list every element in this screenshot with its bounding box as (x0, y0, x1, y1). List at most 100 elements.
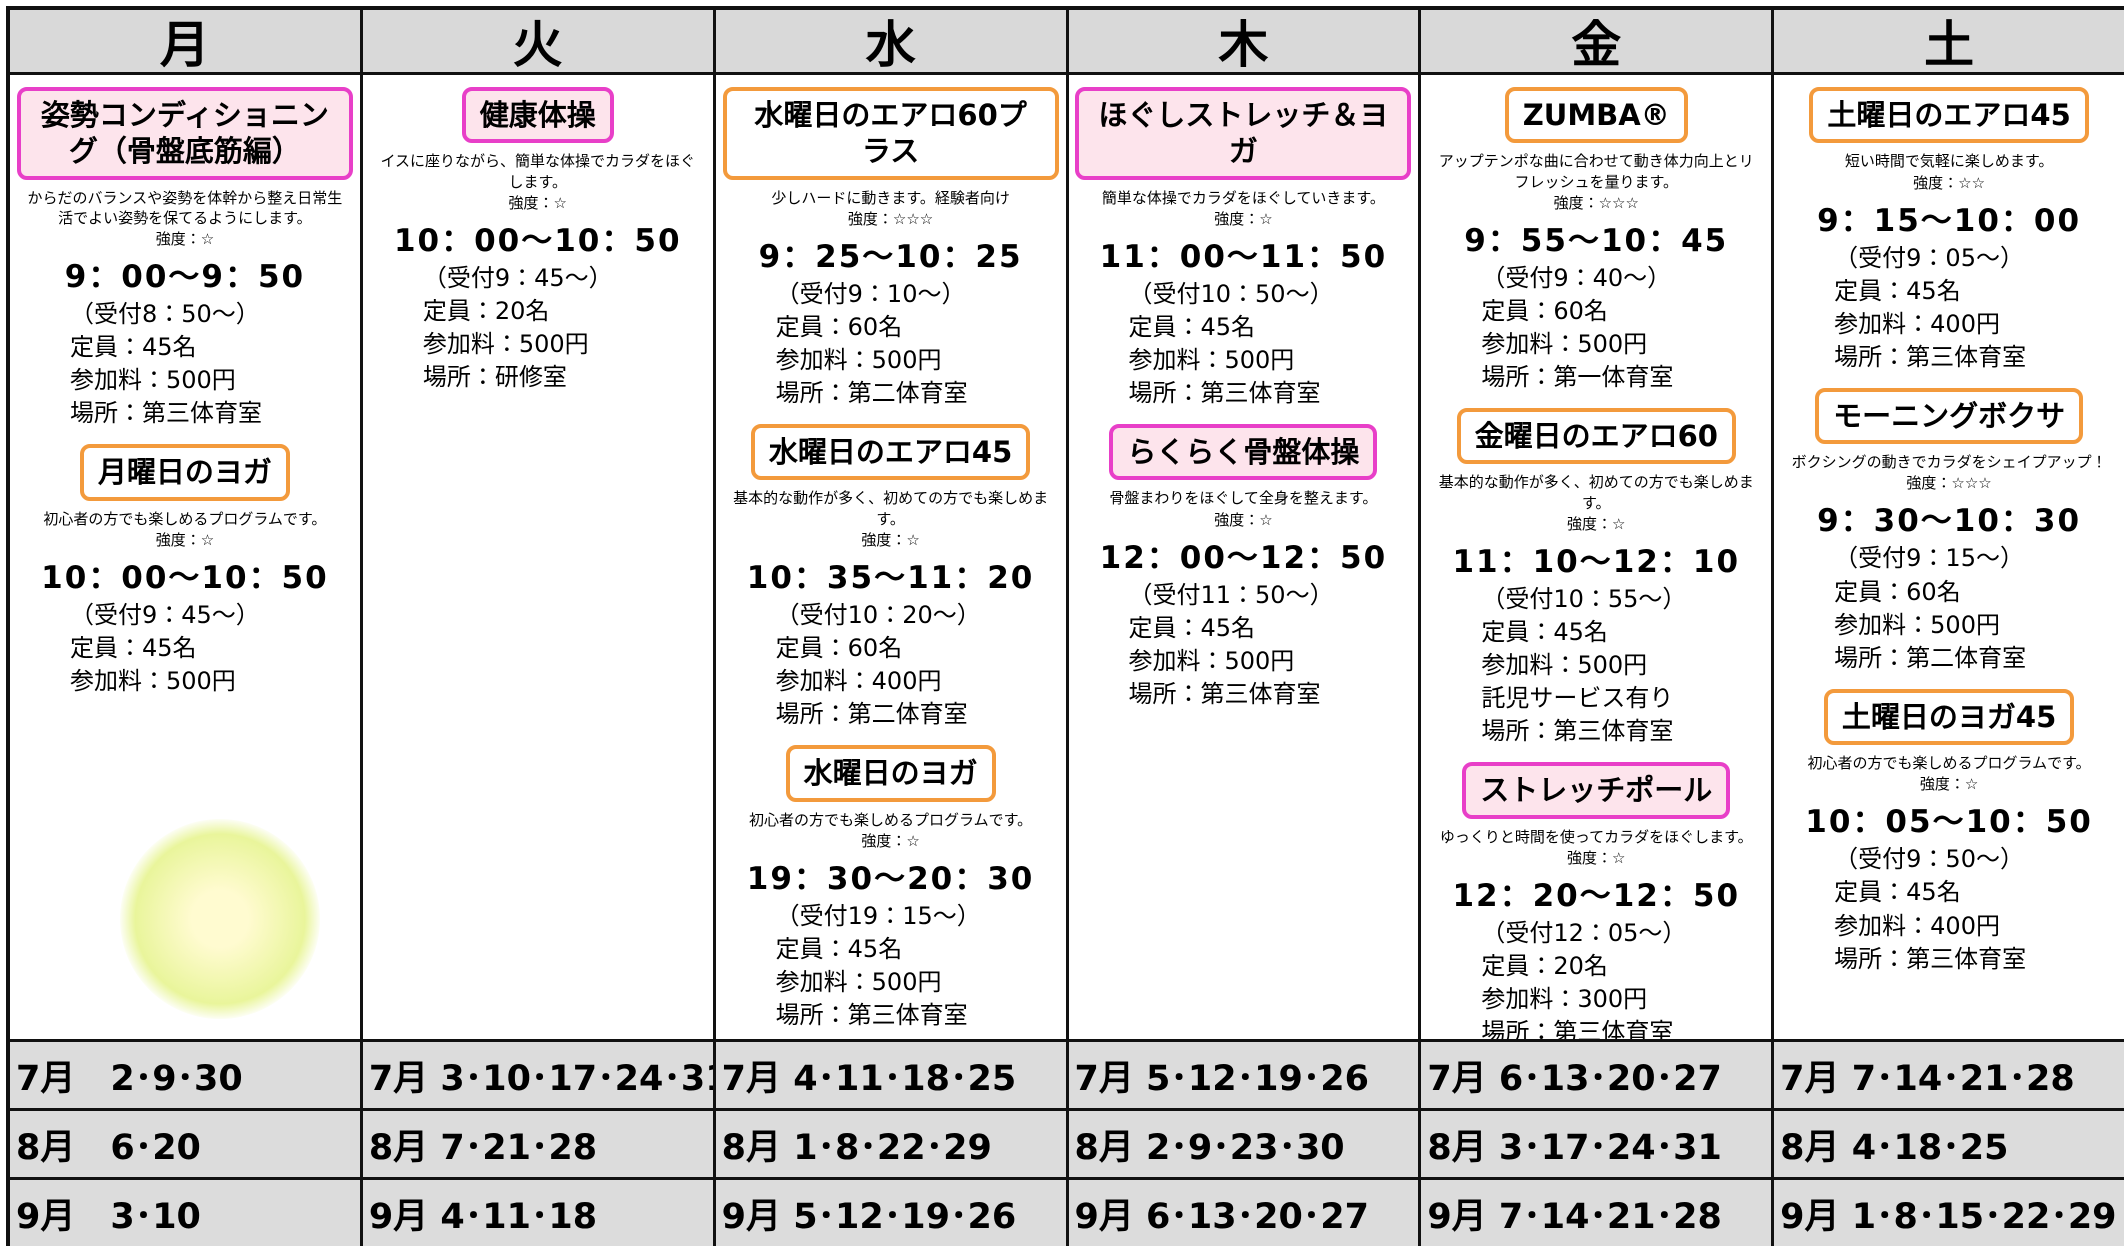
class-description: 基本的な動作が多く、初めての方でも楽しめます。 (1438, 473, 1754, 512)
class-description: 簡単な体操でカラダをほぐしていきます。 (1101, 188, 1385, 207)
class-detail: 定員：45名 (1834, 878, 1961, 907)
class-time: 10：35〜11：20 (746, 559, 1035, 596)
class-title: 健康体操 (461, 87, 614, 144)
date-cell: 8月 1･8･22･29 (715, 1111, 1066, 1177)
schedule-table: 月火水木金土姿勢コンディショニング（骨盤底筋編） からだのバランスや姿勢を体幹から… (6, 6, 2124, 1246)
class-detail: （受付10：55〜） (1481, 584, 1687, 613)
class-block: 月曜日のヨガ 初心者の方でも楽しめるプログラムです。 強度：☆ 10：00〜10：50… (16, 440, 354, 698)
date-cell: 9月 3･10 (10, 1180, 360, 1246)
intensity: 強度：☆ (1567, 514, 1626, 533)
intensity: 強度：☆ (1214, 209, 1273, 228)
date-cell: 8月 7･21･28 (362, 1111, 713, 1177)
class-detail: 場所：第三体育室 (1834, 944, 2027, 973)
date-cell: 8月 4･18･25 (1774, 1111, 2124, 1177)
class-detail: 定員：45名 (1128, 312, 1256, 341)
class-title: 水曜日のエアロ45 (750, 424, 1031, 481)
class-detail: 参加料：500円 (1834, 610, 2000, 639)
class-detail: 定員：20名 (422, 296, 550, 325)
date-cell: 9月 7･14･21･28 (1421, 1180, 1772, 1246)
intensity: 強度：☆☆☆ (847, 209, 934, 228)
class-time: 10：05〜10：50 (1805, 804, 2093, 841)
class-detail: （受付12：05〜） (1481, 918, 1687, 947)
intensity: 強度：☆ (1567, 848, 1626, 867)
class-detail: 定員：60名 (1481, 296, 1608, 325)
class-detail: （受付9：50〜） (1834, 845, 2024, 874)
intensity: 強度：☆☆☆ (1906, 474, 1992, 493)
date-cell: 8月 3･17･24･31 (1421, 1111, 1772, 1177)
day-cell: ほぐしストレッチ＆ヨガ 簡単な体操でカラダをほぐしていきます。 強度：☆ 11：00〜… (1068, 75, 1419, 1039)
class-block: 姿勢コンディショニング（骨盤底筋編） からだのバランスや姿勢を体幹から整え日常生活… (16, 83, 354, 430)
class-title: らくらく骨盤体操 (1109, 424, 1378, 481)
class-title: ZUMBA® (1504, 87, 1688, 144)
class-detail: 参加料：500円 (775, 968, 942, 997)
date-cell: 7月 4･11･18･25 (715, 1042, 1066, 1108)
class-block: 水曜日のヨガ初心者の方でも楽しめるプログラムです。 強度：☆ 19：30〜20：30… (722, 741, 1060, 1032)
intensity: 強度：☆ (508, 193, 567, 212)
class-detail: 場所：第三体育室 (1834, 342, 2027, 371)
day-cell: 健康体操イスに座りながら、簡単な体操でカラダをほぐします。強度：☆ 10：00〜1… (362, 75, 713, 1039)
class-detail: 参加料：500円 (1481, 651, 1648, 680)
date-cell: 8月 2･9･23･30 (1068, 1111, 1419, 1177)
class-description: アップテンポな曲に合わせて動き体力向上とリフレッシュを量ります。 (1438, 152, 1754, 191)
intensity: 強度：☆ (1214, 510, 1273, 529)
class-detail: （受付9：45〜） (70, 600, 260, 629)
class-detail: 参加料：300円 (1481, 985, 1648, 1014)
class-detail: 定員：45名 (1128, 613, 1256, 642)
class-time: 9：55〜10：45 (1464, 222, 1729, 259)
class-detail: 定員：60名 (775, 634, 903, 663)
class-detail: 参加料：500円 (1128, 646, 1295, 675)
intensity: 強度：☆ (155, 530, 215, 549)
date-cell: 7月 7･14･21･28 (1774, 1042, 2124, 1108)
class-detail: 定員：60名 (775, 312, 903, 341)
class-description: 少しハードに動きます。経験者向け (771, 188, 1010, 207)
class-block: 水曜日のエアロ45 基本的な動作が多く、初めての方でも楽しめます。強度：☆ 10：3… (722, 420, 1060, 731)
class-time: 12：00〜12：50 (1099, 539, 1388, 576)
class-time: 10：00〜10：50 (393, 222, 682, 259)
date-cell: 7月 2･9･30 (10, 1042, 360, 1108)
intensity: 強度：☆☆ (1913, 173, 1986, 192)
class-detail: 参加料：400円 (1834, 309, 2000, 338)
class-block: 土曜日のエアロ45 短い時間で気軽に楽しめます。 強度：☆☆ 9：15〜10：00 （受… (1780, 83, 2118, 374)
class-time: 12：20〜12：50 (1452, 877, 1741, 914)
class-detail: 定員：60名 (1834, 577, 1961, 606)
day-cell: 土曜日のエアロ45 短い時間で気軽に楽しめます。 強度：☆☆ 9：15〜10：00 （受… (1774, 75, 2124, 1039)
class-description: 初心者の方でも楽しめるプログラムです。 (43, 509, 327, 528)
class-detail: 場所：第三体育室 (1481, 717, 1674, 746)
class-detail: 場所：第三体育室 (775, 1001, 968, 1030)
day-header: 月 (10, 10, 360, 74)
class-description: イスに座りながら、簡単な体操でカラダをほぐします。 (380, 152, 696, 191)
class-detail: （受付10：50〜） (1128, 279, 1334, 308)
class-block: 土曜日のヨガ45 初心者の方でも楽しめるプログラムです。 強度：☆ 10：05〜10：… (1780, 685, 2118, 976)
intensity: 強度：☆ (861, 831, 920, 850)
class-detail: 場所：研修室 (422, 363, 567, 392)
intensity: 強度：☆ (861, 530, 920, 549)
class-description: 基本的な動作が多く、初めての方でも楽しめます。 (733, 489, 1049, 528)
class-title: 金曜日のエアロ60 (1456, 408, 1736, 465)
class-detail: （受付9：15〜） (1834, 544, 2024, 573)
day-cell: 水曜日のエアロ60プラス 少しハードに動きます。経験者向け 強度：☆☆☆ 9：25〜1… (715, 75, 1066, 1039)
class-detail: 場所：第三体育室 (1128, 680, 1321, 709)
class-detail: 場所：第一体育室 (1481, 363, 1674, 392)
class-description: 骨盤まわりをほぐして全身を整えます。 (1109, 489, 1378, 508)
class-detail: 託児サービス有り (1481, 684, 1674, 713)
class-detail: 参加料：400円 (1834, 911, 2000, 940)
class-title: 水曜日のヨガ (785, 745, 996, 802)
class-detail: （受付8：50〜） (70, 300, 260, 328)
class-block: ZUMBA® アップテンポな曲に合わせて動き体力向上とリフレッシュを量ります。 強度… (1427, 83, 1765, 394)
class-title: ストレッチポール (1462, 762, 1731, 819)
class-detail: 参加料：500円 (775, 345, 942, 374)
class-detail: （受付10：20〜） (775, 600, 981, 629)
class-description: 初心者の方でも楽しめるプログラムです。 (749, 810, 1033, 829)
date-cell: 9月 1･8･15･22･29 (1774, 1180, 2124, 1246)
class-title: 月曜日のヨガ (79, 444, 290, 501)
class-block: 金曜日のエアロ60 基本的な動作が多く、初めての方でも楽しめます。 強度：☆ 11：1… (1427, 404, 1765, 748)
class-title: 土曜日のエアロ45 (1809, 87, 2089, 144)
class-title: 土曜日のヨガ45 (1823, 688, 2075, 746)
class-time: 19：30〜20：30 (746, 860, 1035, 897)
class-detail: 参加料：400円 (775, 667, 942, 696)
date-cell: 7月 3･10･17･24･31 (362, 1042, 713, 1108)
day-header: 金 (1421, 10, 1772, 74)
class-detail: 場所：第二体育室 (1834, 643, 2027, 672)
class-detail: 定員：45名 (70, 634, 197, 663)
